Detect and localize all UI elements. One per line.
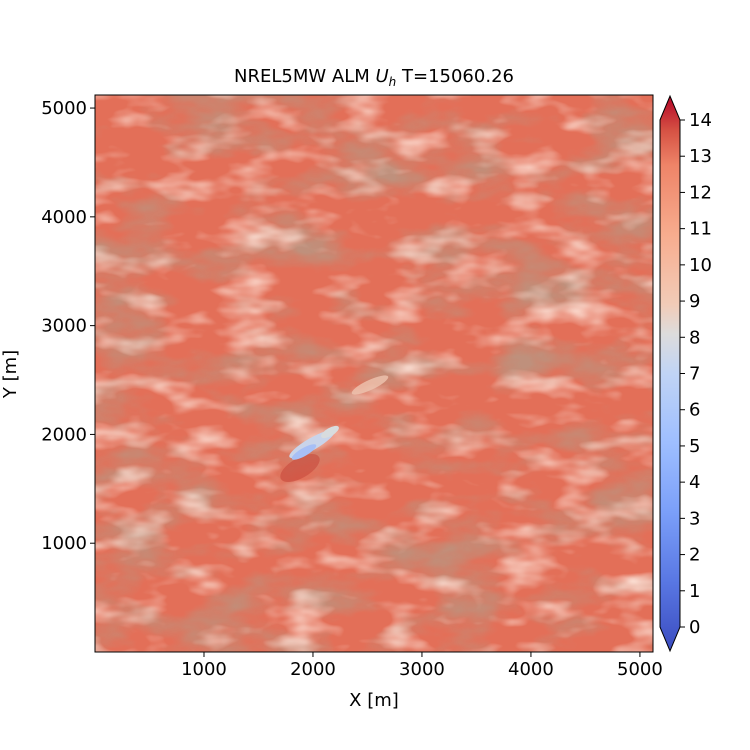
chart-title: NREL5MW ALM Uh T=15060.26 <box>234 66 514 89</box>
heatmap-field <box>95 95 653 652</box>
colorbar-tick-label: 4 <box>689 472 700 493</box>
x-tick-label: 2000 <box>290 659 336 680</box>
y-axis-label: Y [m] <box>0 350 21 399</box>
y-tick-label: 1000 <box>41 533 87 554</box>
colorbar-tick-label: 10 <box>689 255 712 276</box>
x-tick-label: 4000 <box>508 659 554 680</box>
colorbar-tick-label: 2 <box>689 545 700 566</box>
y-tick-label: 3000 <box>41 316 87 337</box>
y-axis: 1000 2000 3000 4000 5000 <box>41 98 95 554</box>
y-tick-label: 2000 <box>41 424 87 445</box>
colorbar-tick-label: 11 <box>689 219 712 240</box>
colorbar-tick-label: 13 <box>689 146 712 167</box>
colorbar-tick-label: 14 <box>689 110 712 131</box>
colorbar-tick-label: 7 <box>689 364 700 385</box>
colorbar-tick-label: 1 <box>689 581 700 602</box>
wake-region <box>280 375 389 482</box>
colorbar-tick-label: 0 <box>689 617 700 638</box>
plot-frame <box>94 94 654 653</box>
colorbar-tick-label: 9 <box>689 291 700 312</box>
x-tick-label: 5000 <box>617 659 663 680</box>
colorbar-tick-label: 6 <box>689 400 700 421</box>
colorbar-tick-label: 12 <box>689 182 712 203</box>
x-axis-label: X [m] <box>349 690 399 711</box>
y-tick-label: 4000 <box>41 207 87 228</box>
colorbar-tick-label: 8 <box>689 327 700 348</box>
colorbar-tick-label: 5 <box>689 436 700 457</box>
colorbar-tick-label: 3 <box>689 508 700 529</box>
x-tick-label: 3000 <box>399 659 445 680</box>
x-tick-label: 1000 <box>181 659 227 680</box>
colorbar-body <box>659 94 681 653</box>
x-axis: 1000 2000 3000 4000 5000 <box>181 652 663 680</box>
y-tick-label: 5000 <box>41 98 87 119</box>
